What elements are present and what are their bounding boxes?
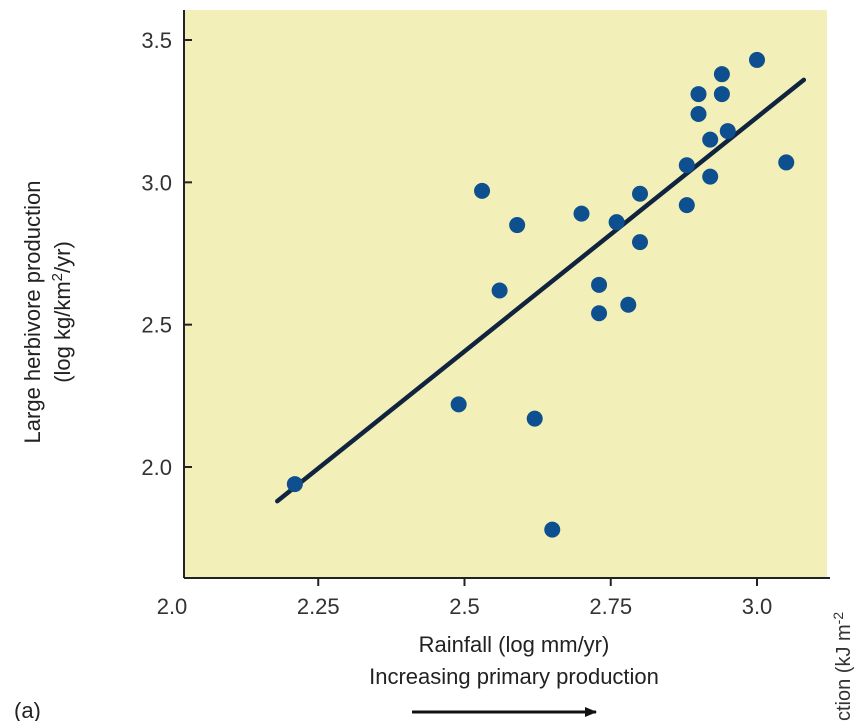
data-point	[690, 86, 707, 103]
figure-overlap-notch	[830, 440, 857, 580]
data-point	[509, 217, 526, 234]
y-tick-label: 2.5	[141, 313, 172, 338]
x-tick-label: 3.0	[742, 594, 773, 619]
data-point	[749, 51, 765, 68]
arrow-caption: Increasing primary production	[369, 664, 659, 689]
neighbor-axis-label-text: ction (kJ m-2	[830, 612, 855, 721]
data-point	[678, 197, 695, 214]
data-point	[608, 214, 625, 231]
data-point	[702, 131, 719, 148]
y-tick-label: 2.0	[141, 455, 172, 480]
x-tick-label: 2.5	[449, 594, 480, 619]
y-axis-label: Large herbivore production (log kg/km2/y…	[20, 181, 75, 444]
y-axis-label-line1: Large herbivore production	[20, 181, 45, 444]
x-tick-label: 2.25	[297, 594, 340, 619]
data-point	[286, 476, 303, 493]
data-point	[719, 123, 736, 140]
data-point	[474, 182, 491, 199]
data-point	[713, 66, 730, 83]
y-tick-label: 3.5	[141, 28, 172, 53]
y-axis-ticks: 2.0 2.5 3.0 3.5	[141, 28, 192, 480]
data-points	[286, 51, 795, 538]
data-point	[591, 276, 608, 293]
data-point	[450, 396, 467, 413]
x-tick-label: 2.75	[589, 594, 632, 619]
data-point	[632, 234, 648, 251]
data-point	[526, 410, 543, 427]
data-point	[591, 305, 608, 322]
regression-line	[275, 77, 807, 504]
data-point	[778, 154, 795, 171]
data-point	[690, 106, 707, 123]
data-point	[678, 157, 695, 174]
data-point	[544, 521, 561, 538]
data-point	[702, 168, 719, 185]
neighbor-axis-label-fragment: ction (kJ m-2	[830, 612, 855, 721]
data-point	[620, 296, 637, 313]
data-point	[491, 282, 508, 299]
x-tick-label: 2.0	[157, 594, 188, 619]
y-axis-label-line2: (log kg/km2/yr)	[49, 241, 75, 383]
x-axis-ticks: 2.0 2.25 2.5 2.75 3.0	[157, 578, 773, 619]
panel-label: (a)	[14, 698, 41, 721]
data-point	[632, 185, 648, 202]
data-point	[573, 205, 590, 222]
data-point	[713, 86, 730, 103]
x-axis-label: Rainfall (log mm/yr)	[419, 632, 610, 657]
y-tick-label: 3.0	[141, 170, 172, 195]
